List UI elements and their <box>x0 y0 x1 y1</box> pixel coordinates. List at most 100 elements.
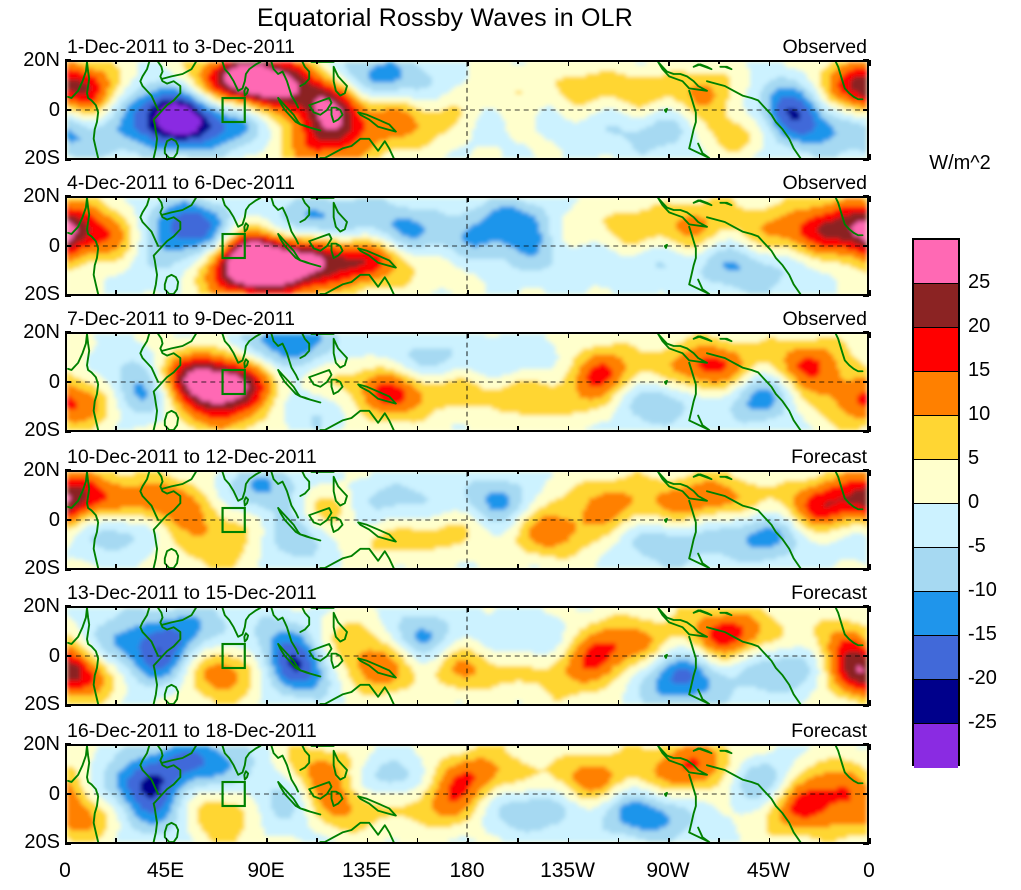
axis-tick <box>869 154 871 160</box>
colorbar-segment-6 <box>914 504 958 548</box>
axis-tick <box>517 700 519 704</box>
axis-tick <box>869 606 871 612</box>
colorbar-segment-2 <box>914 328 958 372</box>
y-tick-label: 0 <box>48 371 60 393</box>
axis-tick <box>366 700 368 706</box>
axis-tick <box>316 426 318 430</box>
axis-tick <box>266 744 268 750</box>
axis-tick <box>567 744 569 750</box>
axis-tick <box>768 564 770 570</box>
axis-tick <box>567 564 569 570</box>
axis-tick <box>215 196 218 200</box>
axis-tick <box>668 838 670 844</box>
y-tick-label: 20N <box>23 49 60 71</box>
panel-kind-badge: Forecast <box>791 582 867 604</box>
axis-tick <box>65 605 71 607</box>
axis-tick <box>869 470 871 476</box>
axis-tick <box>165 700 167 706</box>
y-tick-label: 20N <box>23 595 60 617</box>
axis-tick <box>65 245 71 247</box>
axis-tick <box>467 196 469 202</box>
axis-tick <box>65 109 71 111</box>
colorbar-tick-label: 20 <box>968 315 991 337</box>
axis-tick <box>567 700 569 706</box>
axis-tick <box>517 426 519 430</box>
panel-date-range: 10-Dec-2011 to 12-Dec-2011 <box>67 446 317 468</box>
axis-tick <box>863 159 869 161</box>
axis-tick <box>115 606 117 610</box>
axis-tick <box>869 332 871 338</box>
axis-tick <box>668 564 670 570</box>
axis-tick <box>818 700 821 704</box>
axis-tick <box>668 744 670 750</box>
axis-tick <box>567 154 569 160</box>
axis-tick <box>316 470 318 474</box>
axis-tick <box>869 838 871 844</box>
axis-tick <box>863 743 869 745</box>
axis-tick <box>863 519 869 521</box>
axis-tick <box>316 154 318 158</box>
axis-tick <box>517 838 519 842</box>
axis-tick <box>863 109 869 111</box>
y-tick-label: 20N <box>23 459 60 481</box>
axis-tick <box>316 606 318 610</box>
axis-tick <box>768 700 770 706</box>
axis-tick <box>266 564 268 570</box>
colorbar-tick-label: 10 <box>968 403 991 425</box>
colorbar-tick-label: -20 <box>968 667 997 689</box>
axis-tick <box>115 564 117 568</box>
map-panel-5 <box>65 606 869 706</box>
axis-tick <box>863 793 869 795</box>
axis-tick <box>65 838 67 844</box>
axis-tick <box>215 332 218 336</box>
axis-tick <box>65 381 71 383</box>
map-panel-6 <box>65 744 869 844</box>
axis-tick <box>416 60 419 64</box>
axis-tick <box>567 196 569 202</box>
axis-tick <box>617 332 620 336</box>
axis-tick <box>65 564 67 570</box>
panel-caption-4: 10-Dec-2011 to 12-Dec-2011 Forecast <box>67 446 867 468</box>
axis-tick <box>668 332 670 338</box>
axis-tick <box>567 290 569 296</box>
axis-tick <box>65 195 71 197</box>
x-tick-label: 90W <box>646 859 690 882</box>
axis-tick <box>215 606 218 610</box>
axis-tick <box>115 154 117 158</box>
axis-tick <box>818 60 821 64</box>
y-tick-label: 0 <box>48 99 60 121</box>
colorbar-segment-11 <box>914 724 958 768</box>
figure-title: Equatorial Rossby Waves in OLR <box>256 4 634 32</box>
axis-tick <box>266 606 268 612</box>
axis-tick <box>266 290 268 296</box>
axis-tick <box>115 290 117 294</box>
panel-caption-1: 1-Dec-2011 to 3-Dec-2011 Observed <box>67 36 867 58</box>
axis-tick <box>416 470 419 474</box>
axis-tick <box>517 470 519 474</box>
axis-tick <box>863 381 869 383</box>
axis-tick <box>517 290 519 294</box>
axis-tick <box>668 196 670 202</box>
colorbar-tick-label: -10 <box>968 579 997 601</box>
axis-tick <box>768 154 770 160</box>
axis-tick <box>215 564 218 568</box>
axis-tick <box>668 60 670 66</box>
axis-tick <box>869 290 871 296</box>
axis-tick <box>366 606 368 612</box>
axis-tick <box>863 245 869 247</box>
axis-tick <box>668 290 670 296</box>
axis-tick <box>818 838 821 842</box>
axis-tick <box>869 744 871 750</box>
axis-tick <box>718 606 720 610</box>
axis-tick <box>215 60 218 64</box>
colorbar-tick-label: -25 <box>968 711 997 733</box>
axis-tick <box>165 154 167 160</box>
axis-tick <box>416 426 419 430</box>
axis-tick <box>818 426 821 430</box>
axis-tick <box>818 154 821 158</box>
axis-tick <box>115 332 117 336</box>
axis-tick <box>567 60 569 66</box>
axis-tick <box>316 290 318 294</box>
axis-tick <box>517 564 519 568</box>
axis-tick <box>65 60 67 66</box>
